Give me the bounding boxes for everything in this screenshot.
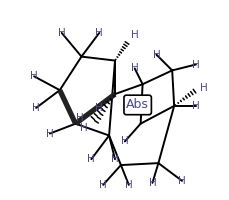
Text: H: H: [30, 71, 38, 81]
Text: H: H: [124, 180, 132, 190]
Text: H: H: [46, 129, 54, 139]
Text: H: H: [32, 103, 40, 113]
Text: H: H: [58, 28, 65, 38]
Text: H: H: [99, 180, 106, 190]
Text: H: H: [191, 60, 199, 70]
Text: H: H: [95, 28, 103, 38]
Text: H: H: [177, 176, 185, 186]
Text: H: H: [191, 101, 199, 111]
Text: H: H: [95, 103, 103, 113]
Text: Abs: Abs: [126, 98, 148, 111]
Text: H: H: [111, 154, 118, 164]
Text: H: H: [75, 113, 83, 123]
FancyBboxPatch shape: [123, 95, 151, 115]
Text: H: H: [148, 178, 156, 188]
Text: H: H: [152, 50, 160, 60]
Text: H: H: [199, 83, 207, 93]
Text: H: H: [120, 136, 128, 146]
Text: H: H: [130, 63, 138, 73]
Text: H: H: [130, 30, 138, 40]
Text: H: H: [87, 154, 95, 164]
Text: H: H: [79, 123, 87, 133]
